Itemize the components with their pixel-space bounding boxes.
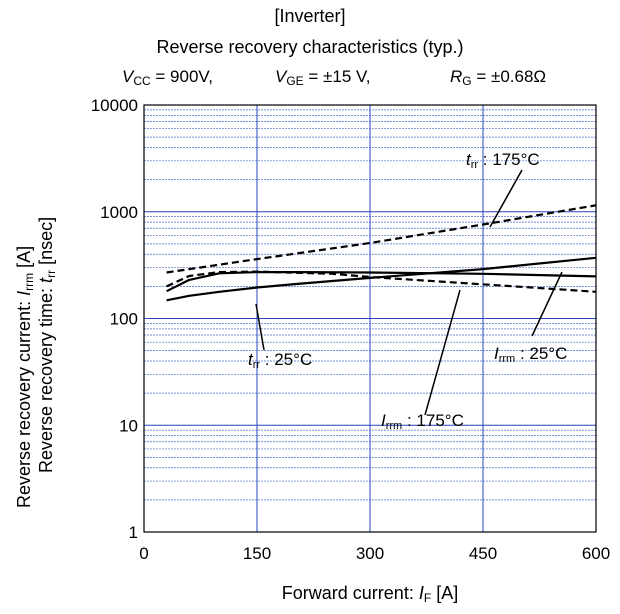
tick-labels: 1 10 100 1000 10000 0 150 300 450 600 xyxy=(91,96,610,563)
x-tick-label: 450 xyxy=(469,544,497,563)
chart-subtitle: Reverse recovery characteristics (typ.) xyxy=(156,37,464,57)
series-line-3 xyxy=(166,256,597,302)
condition-vge: VGE = ±15 V, xyxy=(275,67,371,88)
leader-lines xyxy=(255,169,563,416)
y-tick-label: 10000 xyxy=(91,96,138,115)
x-axis-label: Forward current: IF [A] xyxy=(281,583,459,605)
annotation-leader-line xyxy=(255,303,265,351)
x-tick-label: 600 xyxy=(582,544,610,563)
annotation-irrm-25: Irrm : 25°C xyxy=(494,344,568,365)
y-axis-label-time: Reverse recovery time: trr [nsec] xyxy=(36,216,58,473)
plot-frame xyxy=(143,104,597,533)
annotation-irrm-175: Irrm : 175°C xyxy=(381,411,464,432)
annotation-leader-line xyxy=(531,271,563,337)
condition-rg: RG = ±0.68Ω xyxy=(450,67,547,88)
series-layer xyxy=(166,204,597,302)
y-tick-label: 1000 xyxy=(100,203,138,222)
y-tick-label: 10 xyxy=(119,416,138,435)
series-line-0 xyxy=(166,204,597,274)
condition-vcc: VCC = 900V, xyxy=(122,67,213,88)
x-tick-label: 0 xyxy=(139,544,148,563)
y-tick-label: 1 xyxy=(129,523,138,542)
annotation-leader-line xyxy=(489,169,523,228)
x-tick-label: 300 xyxy=(356,544,384,563)
y-axis-label-current: Reverse recovery current: Irrm [A] xyxy=(14,245,36,508)
x-tick-label: 150 xyxy=(243,544,271,563)
series-line-2 xyxy=(166,270,597,293)
chart-title: [Inverter] xyxy=(274,6,346,26)
annotation-trr-25: trr : 25°C xyxy=(248,350,313,371)
y-tick-label: 100 xyxy=(110,310,138,329)
annotation-trr-175: trr : 175°C xyxy=(466,150,540,171)
annotation-leader-line xyxy=(424,289,461,416)
